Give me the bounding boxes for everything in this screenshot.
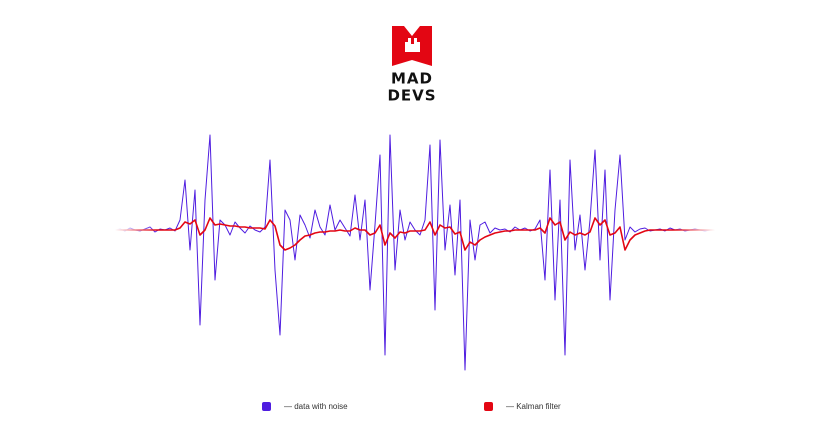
legend: — data with noise — Kalman filter xyxy=(262,402,561,411)
series-line xyxy=(115,217,715,251)
logo-hand xyxy=(405,38,420,52)
brand-line1: MAD xyxy=(391,70,433,88)
brand-line2: DEVS xyxy=(387,87,436,105)
logo: MAD DEVS xyxy=(387,26,436,105)
series-line xyxy=(114,134,715,371)
legend-swatch xyxy=(484,402,493,411)
legend-swatch xyxy=(262,402,271,411)
legend-label: — Kalman filter xyxy=(506,402,561,411)
legend-label: — data with noise xyxy=(284,402,348,411)
plot-area xyxy=(114,134,715,371)
